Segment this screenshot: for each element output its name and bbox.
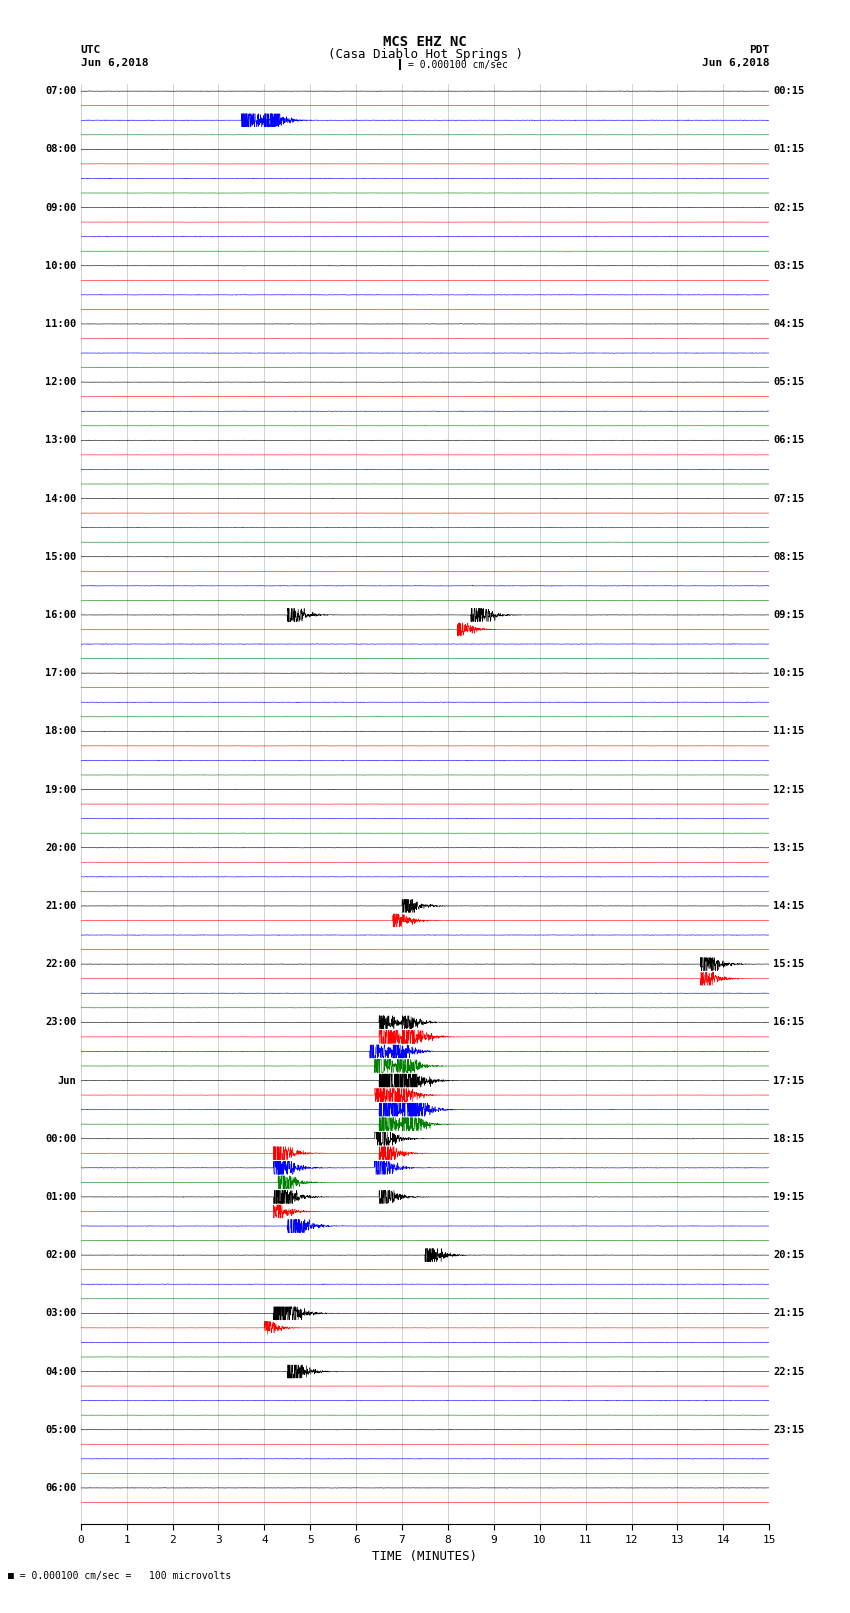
Text: 14:15: 14:15 xyxy=(774,902,805,911)
Text: 04:15: 04:15 xyxy=(774,319,805,329)
Text: 02:15: 02:15 xyxy=(774,203,805,213)
Text: 08:00: 08:00 xyxy=(45,144,76,155)
Text: 18:00: 18:00 xyxy=(45,726,76,736)
Text: 11:15: 11:15 xyxy=(774,726,805,736)
Text: 17:15: 17:15 xyxy=(774,1076,805,1086)
Text: 02:00: 02:00 xyxy=(45,1250,76,1260)
Text: 22:00: 22:00 xyxy=(45,960,76,969)
Text: 14:00: 14:00 xyxy=(45,494,76,503)
Text: 19:00: 19:00 xyxy=(45,784,76,795)
Text: 07:00: 07:00 xyxy=(45,85,76,97)
Text: 17:00: 17:00 xyxy=(45,668,76,677)
Text: (Casa Diablo Hot Springs ): (Casa Diablo Hot Springs ) xyxy=(327,48,523,61)
Text: 04:00: 04:00 xyxy=(45,1366,76,1376)
Text: 12:00: 12:00 xyxy=(45,377,76,387)
Text: 21:00: 21:00 xyxy=(45,902,76,911)
Text: 05:15: 05:15 xyxy=(774,377,805,387)
Text: ■ = 0.000100 cm/sec =   100 microvolts: ■ = 0.000100 cm/sec = 100 microvolts xyxy=(8,1571,232,1581)
Text: 16:00: 16:00 xyxy=(45,610,76,619)
Text: PDT: PDT xyxy=(749,45,769,55)
Text: 05:00: 05:00 xyxy=(45,1424,76,1434)
Text: 18:15: 18:15 xyxy=(774,1134,805,1144)
Text: 10:15: 10:15 xyxy=(774,668,805,677)
Text: 15:15: 15:15 xyxy=(774,960,805,969)
Text: 00:15: 00:15 xyxy=(774,85,805,97)
Text: 09:15: 09:15 xyxy=(774,610,805,619)
Text: 22:15: 22:15 xyxy=(774,1366,805,1376)
Text: = 0.000100 cm/sec: = 0.000100 cm/sec xyxy=(408,60,507,69)
Text: 08:15: 08:15 xyxy=(774,552,805,561)
Text: 11:00: 11:00 xyxy=(45,319,76,329)
Text: 19:15: 19:15 xyxy=(774,1192,805,1202)
Text: 03:00: 03:00 xyxy=(45,1308,76,1318)
Text: 13:15: 13:15 xyxy=(774,842,805,853)
Text: Jun: Jun xyxy=(58,1076,76,1086)
Text: 06:00: 06:00 xyxy=(45,1482,76,1494)
Text: 12:15: 12:15 xyxy=(774,784,805,795)
Text: 00:00: 00:00 xyxy=(45,1134,76,1144)
X-axis label: TIME (MINUTES): TIME (MINUTES) xyxy=(372,1550,478,1563)
Text: 15:00: 15:00 xyxy=(45,552,76,561)
Text: 10:00: 10:00 xyxy=(45,261,76,271)
Text: 16:15: 16:15 xyxy=(774,1018,805,1027)
Text: 21:15: 21:15 xyxy=(774,1308,805,1318)
Text: 23:00: 23:00 xyxy=(45,1018,76,1027)
Text: Jun 6,2018: Jun 6,2018 xyxy=(81,58,148,68)
Text: 23:15: 23:15 xyxy=(774,1424,805,1434)
Text: 01:00: 01:00 xyxy=(45,1192,76,1202)
Text: Jun 6,2018: Jun 6,2018 xyxy=(702,58,769,68)
Text: 01:15: 01:15 xyxy=(774,144,805,155)
Text: 09:00: 09:00 xyxy=(45,203,76,213)
Text: 20:15: 20:15 xyxy=(774,1250,805,1260)
Text: 07:15: 07:15 xyxy=(774,494,805,503)
Text: UTC: UTC xyxy=(81,45,101,55)
Text: 06:15: 06:15 xyxy=(774,436,805,445)
Text: 20:00: 20:00 xyxy=(45,842,76,853)
Text: 03:15: 03:15 xyxy=(774,261,805,271)
Text: 13:00: 13:00 xyxy=(45,436,76,445)
Text: MCS EHZ NC: MCS EHZ NC xyxy=(383,35,467,50)
